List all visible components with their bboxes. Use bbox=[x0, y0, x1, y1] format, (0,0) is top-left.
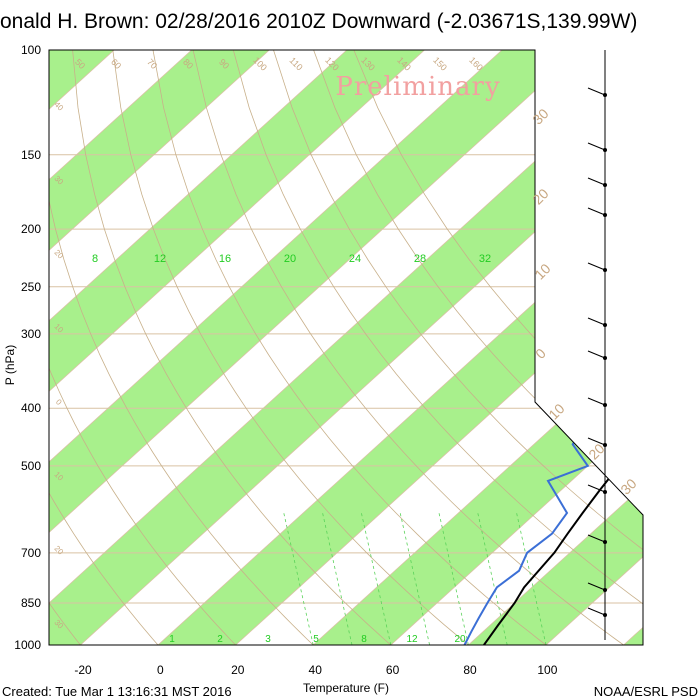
mixing-ratio-label: 20 bbox=[284, 253, 296, 265]
isotherm-line bbox=[49, 50, 348, 645]
mixing-ratio-label: 5 bbox=[313, 634, 319, 645]
y-tick-label: 300 bbox=[21, 327, 41, 341]
y-tick-label: 250 bbox=[21, 280, 41, 294]
isotherm-label: 0 bbox=[54, 397, 64, 407]
plot-border bbox=[48, 49, 644, 646]
mixing-ratio-line bbox=[438, 512, 469, 645]
dry-adiabat-line bbox=[49, 50, 314, 645]
isotherm-line bbox=[49, 50, 270, 645]
isotherm-line bbox=[49, 50, 192, 645]
mixing-ratio-line bbox=[361, 512, 392, 645]
isotherm-line bbox=[157, 50, 643, 645]
y-tick-label: 100 bbox=[21, 43, 41, 57]
dry-adiabat-line bbox=[49, 50, 159, 645]
isotherm-label: 70 bbox=[145, 57, 159, 71]
isotherm-label: 60 bbox=[109, 57, 123, 71]
wind-barb bbox=[587, 87, 606, 96]
wind-barb bbox=[587, 177, 606, 186]
mixing-ratio-line bbox=[477, 512, 508, 645]
x-tick-label: 100 bbox=[537, 663, 557, 677]
wind-barb bbox=[587, 534, 606, 543]
temperature-band bbox=[49, 50, 270, 645]
wind-barb bbox=[587, 317, 606, 326]
mixing-ratio-label: 24 bbox=[349, 253, 361, 265]
mixing-ratio-label: 3 bbox=[265, 634, 271, 645]
mixing-ratio-line bbox=[283, 512, 314, 645]
isotherm-line bbox=[49, 50, 503, 645]
x-tick-label: 20 bbox=[231, 663, 245, 677]
x-tick-label: -20 bbox=[74, 663, 92, 677]
isotherm-label: 10 bbox=[545, 400, 567, 422]
y-tick-label: 1000 bbox=[14, 638, 41, 652]
mixing-ratio-label: 20 bbox=[454, 634, 466, 645]
isotherm-label: 30 bbox=[529, 105, 551, 127]
mixing-ratio-label: 28 bbox=[414, 253, 426, 265]
isotherm-line bbox=[468, 50, 643, 645]
x-axis-label: Temperature (F) bbox=[303, 681, 389, 695]
mixing-ratio-label: 8 bbox=[361, 634, 367, 645]
x-tick-label: 40 bbox=[309, 663, 323, 677]
agency-credit: NOAA/ESRL PSD bbox=[593, 684, 698, 699]
mixing-ratio-label: 1 bbox=[169, 634, 175, 645]
isotherm-label: 30 bbox=[617, 475, 639, 497]
chart-title: onald H. Brown: 02/28/2016 2010Z Downwar… bbox=[0, 10, 638, 33]
mixing-ratio-line bbox=[399, 512, 430, 645]
y-tick-label: 200 bbox=[21, 222, 41, 236]
dry-adiabat-line bbox=[49, 50, 236, 645]
isotherm-line bbox=[49, 50, 425, 645]
mixing-ratio-label: 12 bbox=[154, 253, 166, 265]
isotherm-label: 20 bbox=[52, 544, 65, 557]
y-tick-label: 150 bbox=[21, 148, 41, 162]
wind-barb bbox=[587, 262, 606, 271]
wind-barb bbox=[587, 350, 606, 359]
wind-barb bbox=[587, 142, 606, 151]
created-timestamp: Created: Tue Mar 1 13:16:31 MST 2016 bbox=[2, 684, 232, 699]
plot-area: Preliminary bbox=[49, 50, 643, 645]
wind-barb bbox=[587, 207, 606, 216]
isotherm-line bbox=[390, 50, 643, 645]
y-axis-label: P (hPa) bbox=[3, 345, 17, 385]
dry-adiabat-line bbox=[72, 50, 392, 645]
y-tick-label: 850 bbox=[21, 596, 41, 610]
mixing-ratio-label: 32 bbox=[479, 253, 491, 265]
wind-barb bbox=[587, 607, 606, 616]
dry-adiabat-line bbox=[232, 50, 643, 645]
y-tick-label: 500 bbox=[21, 459, 41, 473]
mixing-ratio-label: 12 bbox=[406, 634, 418, 645]
dry-adiabat-line bbox=[112, 50, 469, 645]
temperature-band bbox=[313, 50, 643, 645]
x-tick-label: 80 bbox=[463, 663, 477, 677]
dry-adiabat-line bbox=[152, 50, 547, 645]
mixing-ratio-line bbox=[322, 512, 353, 645]
wind-barb bbox=[587, 484, 606, 493]
isotherm-label: 150 bbox=[431, 55, 449, 73]
temperature-band bbox=[49, 50, 580, 645]
dry-adiabat-line bbox=[353, 50, 643, 645]
wind-barb bbox=[587, 437, 606, 446]
y-tick-label: 400 bbox=[21, 401, 41, 415]
dry-adiabat-line bbox=[192, 50, 624, 645]
mixing-ratio-label: 2 bbox=[217, 634, 223, 645]
wind-barb bbox=[587, 582, 606, 591]
isotherm-line bbox=[49, 50, 580, 645]
watermark-text: Preliminary bbox=[335, 72, 500, 102]
y-tick-label: 700 bbox=[21, 546, 41, 560]
x-tick-label: 0 bbox=[157, 663, 164, 677]
wind-barb bbox=[587, 397, 606, 406]
isotherm-label: 110 bbox=[288, 55, 305, 72]
temperature-band bbox=[49, 50, 425, 645]
dry-adiabat-line bbox=[273, 50, 643, 645]
x-tick-label: 60 bbox=[386, 663, 400, 677]
temperature-band bbox=[158, 50, 643, 645]
mixing-ratio-label: 16 bbox=[219, 253, 231, 265]
mixing-ratio-label: 8 bbox=[92, 253, 98, 265]
